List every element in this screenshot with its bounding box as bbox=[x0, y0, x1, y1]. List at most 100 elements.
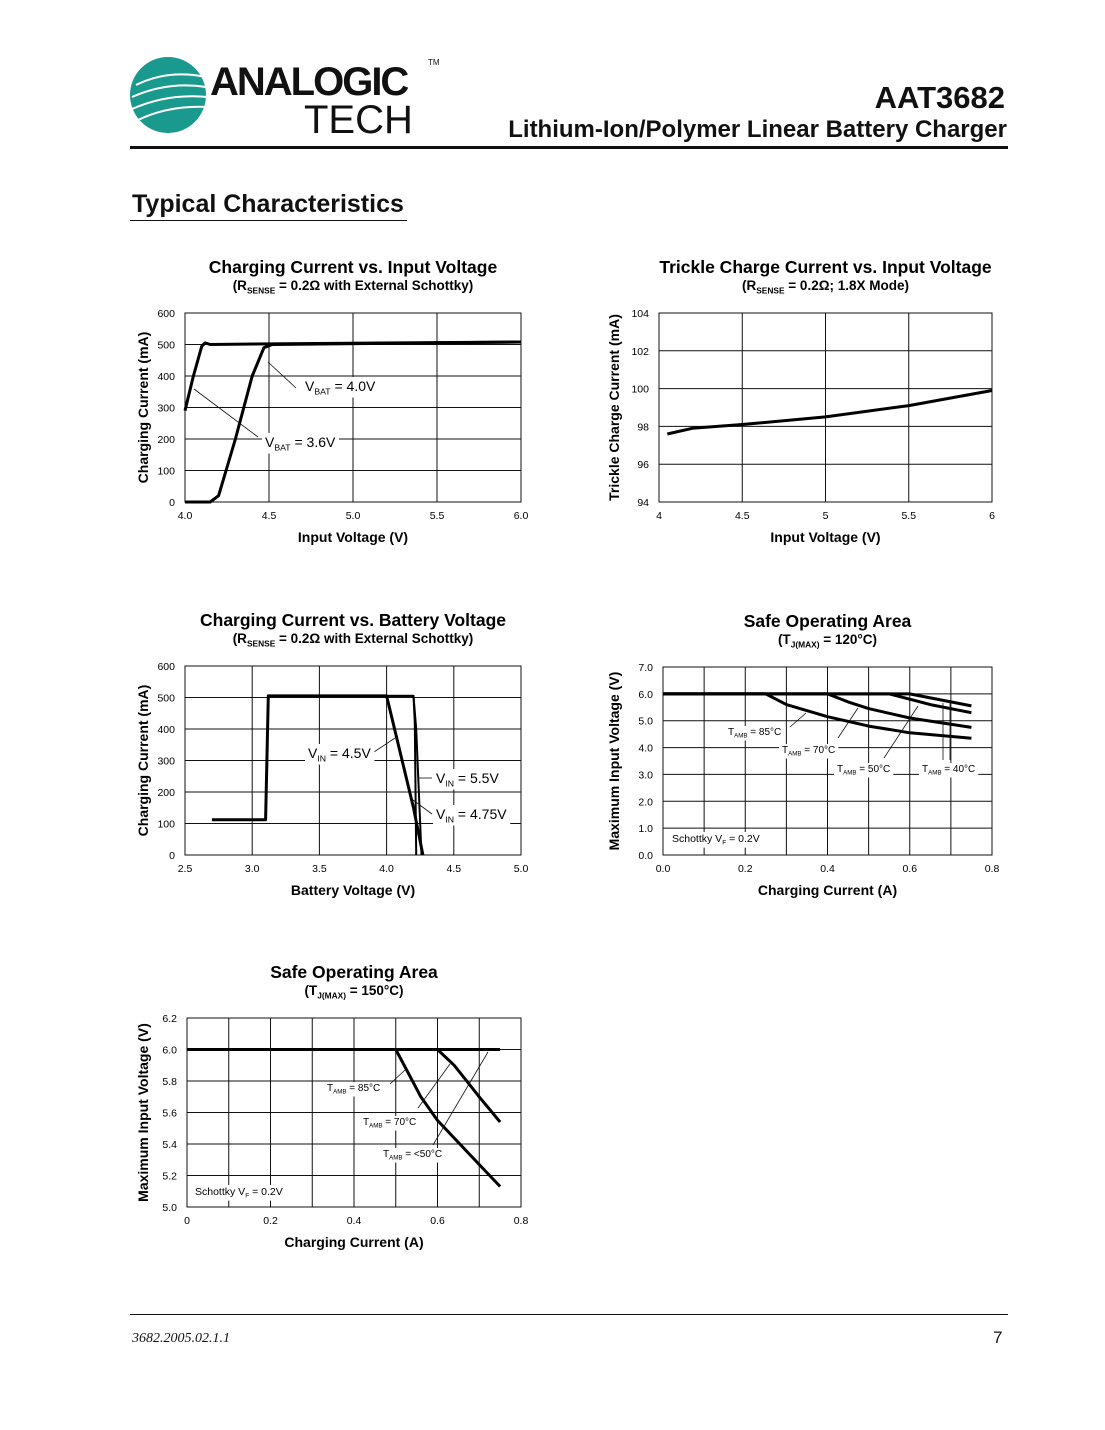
y-tick-label: 3.0 bbox=[638, 769, 653, 781]
y-tick-label: 5.2 bbox=[162, 1171, 177, 1183]
series-label: TAMB = 85°C bbox=[728, 727, 781, 740]
y-tick-label: 98 bbox=[637, 421, 649, 433]
y-tick-label: 300 bbox=[157, 403, 175, 415]
label-background bbox=[380, 1148, 446, 1163]
svg-text:TECH: TECH bbox=[304, 98, 413, 140]
y-axis-label: Charging Current (mA) bbox=[135, 685, 151, 837]
footer-divider bbox=[130, 1314, 1008, 1315]
x-tick-label: 5 bbox=[823, 510, 829, 522]
x-tick-label: 6 bbox=[989, 510, 995, 522]
chart-2: Trickle Charge Current vs. Input Voltage… bbox=[606, 257, 995, 545]
svg-text:ANALOGIC: ANALOGIC bbox=[210, 60, 408, 104]
series-label: VIN = 5.5V bbox=[436, 770, 499, 789]
leader-line bbox=[417, 1063, 451, 1109]
series-line-1 bbox=[183, 340, 522, 411]
series-line-1 bbox=[663, 692, 972, 740]
label-background bbox=[433, 769, 503, 790]
chart-subtitle: (TJ(MAX) = 120°C) bbox=[778, 632, 877, 649]
y-tick-label: 100 bbox=[631, 384, 649, 396]
label-background bbox=[919, 763, 979, 778]
x-tick-label: 0 bbox=[184, 1215, 190, 1227]
series-line-3 bbox=[268, 694, 423, 856]
x-tick-label: 0.2 bbox=[263, 1215, 278, 1227]
y-tick-label: 600 bbox=[157, 308, 175, 320]
chart-subtitle: (TJ(MAX) = 150°C) bbox=[304, 983, 403, 1000]
chart-note: Schottky VF = 0.2V bbox=[195, 1186, 283, 1200]
x-tick-label: 5.5 bbox=[430, 510, 445, 522]
leader-line bbox=[883, 705, 919, 759]
series-label: TAMB = 50°C bbox=[837, 764, 890, 777]
series-label: TAMB = 70°C bbox=[363, 1117, 416, 1130]
series-line-2 bbox=[185, 340, 522, 504]
y-tick-label: 104 bbox=[631, 308, 649, 320]
y-tick-label: 500 bbox=[157, 693, 175, 705]
label-background bbox=[433, 805, 511, 826]
x-tick-label: 4.5 bbox=[262, 510, 277, 522]
series-line-4 bbox=[663, 692, 972, 708]
series-label: TAMB = 85°C bbox=[327, 1083, 380, 1096]
x-tick-label: 0.6 bbox=[902, 863, 917, 875]
x-axis-label: Input Voltage (V) bbox=[298, 529, 408, 545]
y-tick-label: 7.0 bbox=[638, 662, 653, 674]
chart-note: Schottky VF = 0.2V bbox=[672, 833, 760, 847]
leader-line bbox=[432, 1051, 489, 1146]
y-axis-label: Trickle Charge Current (mA) bbox=[606, 314, 622, 501]
x-tick-label: 5.0 bbox=[346, 510, 361, 522]
series-label: VBAT = 4.0V bbox=[305, 378, 376, 397]
x-tick-label: 0.0 bbox=[656, 863, 671, 875]
leader-line bbox=[837, 707, 859, 739]
x-tick-label: 4.5 bbox=[446, 863, 461, 875]
y-tick-label: 1.0 bbox=[638, 823, 653, 835]
y-tick-label: 5.4 bbox=[162, 1139, 177, 1151]
plot-frame bbox=[184, 665, 522, 856]
label-background bbox=[324, 1082, 384, 1097]
plot-frame bbox=[662, 666, 993, 856]
chart-subtitle: (RSENSE = 0.2Ω with External Schottky) bbox=[233, 278, 474, 295]
y-tick-label: 96 bbox=[637, 459, 649, 471]
y-tick-label: 200 bbox=[157, 434, 175, 446]
series-line-1 bbox=[211, 694, 425, 856]
leader-line bbox=[193, 388, 259, 438]
plot-frame bbox=[658, 312, 993, 503]
series-line-2 bbox=[663, 692, 972, 729]
y-tick-label: 300 bbox=[157, 756, 175, 768]
chart-subtitle: (RSENSE = 0.2Ω; 1.8X Mode) bbox=[742, 278, 909, 295]
x-tick-label: 4.0 bbox=[178, 510, 193, 522]
x-tick-label: 2.5 bbox=[178, 863, 193, 875]
y-axis-label: Maximum Input Voltage (V) bbox=[606, 672, 622, 851]
y-tick-label: 4.0 bbox=[638, 743, 653, 755]
label-background bbox=[779, 744, 839, 759]
y-axis-label: Charging Current (mA) bbox=[135, 332, 151, 484]
plot-frame bbox=[186, 1017, 522, 1208]
series-line-2 bbox=[268, 694, 418, 856]
y-tick-label: 400 bbox=[157, 724, 175, 736]
chart-subtitle: (RSENSE = 0.2Ω with External Schottky) bbox=[233, 631, 474, 648]
series-label: TAMB = 70°C bbox=[782, 745, 835, 758]
chart-4: Safe Operating Area(TJ(MAX) = 120°C)0.0 0… bbox=[606, 611, 999, 898]
document-number: 3682.2005.02.1.1 bbox=[132, 1331, 230, 1346]
y-tick-label: 400 bbox=[157, 371, 175, 383]
y-tick-label: 5.8 bbox=[162, 1076, 177, 1088]
y-axis-label: Maximum Input Voltage (V) bbox=[135, 1023, 151, 1202]
y-tick-label: 6.2 bbox=[162, 1013, 177, 1025]
leader-line bbox=[389, 1069, 406, 1085]
document-title: Lithium-Ion/Polymer Linear Battery Charg… bbox=[508, 116, 1007, 143]
part-number: AAT3682 bbox=[874, 80, 1005, 115]
series-line-1 bbox=[187, 1048, 502, 1188]
y-tick-label: 5.6 bbox=[162, 1108, 177, 1120]
section-underline bbox=[130, 220, 407, 221]
leader-line bbox=[789, 712, 807, 728]
x-tick-label: 0.8 bbox=[985, 863, 1000, 875]
label-background bbox=[834, 763, 894, 778]
y-tick-label: 0.0 bbox=[638, 850, 653, 862]
label-background bbox=[305, 744, 375, 765]
chart-title: Safe Operating Area bbox=[270, 962, 438, 982]
chart-title: Charging Current vs. Input Voltage bbox=[209, 257, 498, 277]
leader-line bbox=[373, 737, 396, 753]
chart-3: Charging Current vs. Battery Voltage(RSE… bbox=[135, 610, 528, 898]
x-axis-label: Input Voltage (V) bbox=[770, 529, 880, 545]
y-tick-label: 100 bbox=[157, 466, 175, 478]
chart-title: Charging Current vs. Battery Voltage bbox=[200, 610, 506, 630]
series-label: VIN = 4.75V bbox=[436, 806, 507, 825]
